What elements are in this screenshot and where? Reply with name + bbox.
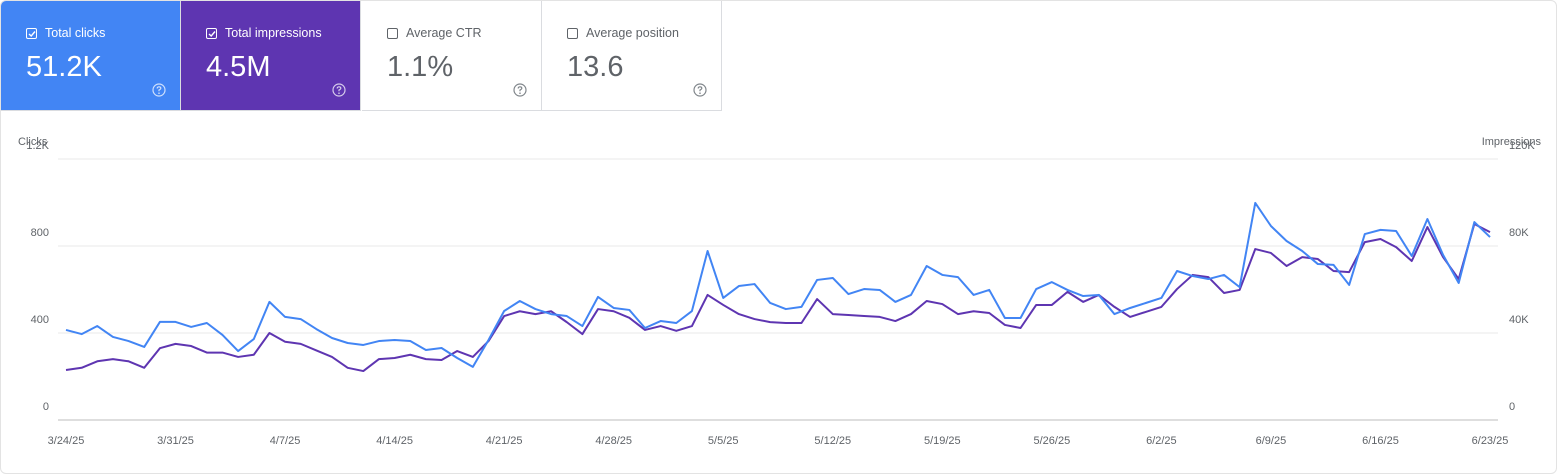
metric-card[interactable]: Average position 13.6 bbox=[542, 1, 722, 111]
checkbox[interactable] bbox=[387, 28, 398, 39]
check-mark bbox=[28, 30, 36, 37]
help-icon[interactable] bbox=[332, 83, 346, 97]
y-tick-label: 0 bbox=[43, 401, 49, 413]
metric-value: 51.2K bbox=[26, 51, 102, 83]
metric-card[interactable]: Total impressions 4.5M bbox=[181, 1, 361, 111]
x-tick-label: 3/31/25 bbox=[157, 435, 194, 447]
metric-value: 4.5M bbox=[206, 51, 271, 83]
metric-card[interactable]: Total clicks 51.2K bbox=[1, 1, 181, 111]
y-tick-label: 1.2K bbox=[26, 140, 49, 152]
y-tick-label: 400 bbox=[31, 314, 49, 326]
x-tick-label: 4/7/25 bbox=[270, 435, 301, 447]
y-axis-title: Clicks bbox=[18, 136, 48, 148]
help-icon[interactable] bbox=[152, 83, 166, 97]
y2-tick-label: 80K bbox=[1509, 227, 1529, 239]
check-mark bbox=[208, 30, 216, 37]
x-tick-label: 6/2/25 bbox=[1146, 435, 1177, 447]
metric-value: 1.1% bbox=[387, 51, 454, 83]
metric-label: Average CTR bbox=[406, 26, 482, 40]
series-line bbox=[65, 201, 1491, 368]
series-line bbox=[65, 223, 1491, 373]
help-icon[interactable] bbox=[513, 83, 527, 97]
metric-value: 13.6 bbox=[567, 51, 624, 83]
help-glyph bbox=[152, 83, 166, 97]
help-icon[interactable] bbox=[693, 83, 707, 97]
x-tick-label: 6/23/25 bbox=[1472, 435, 1509, 447]
y2-tick-label: 120K bbox=[1509, 140, 1535, 152]
help-glyph bbox=[693, 83, 707, 97]
y2-tick-label: 0 bbox=[1509, 401, 1515, 413]
checkbox[interactable] bbox=[567, 28, 578, 39]
x-tick-label: 3/24/25 bbox=[48, 435, 85, 447]
metric-label: Total impressions bbox=[225, 26, 322, 40]
x-tick-label: 4/21/25 bbox=[486, 435, 523, 447]
y2-tick-label: 40K bbox=[1509, 314, 1529, 326]
checkbox[interactable] bbox=[206, 28, 217, 39]
x-tick-label: 4/28/25 bbox=[595, 435, 632, 447]
x-tick-label: 6/9/25 bbox=[1256, 435, 1287, 447]
metric-label: Average position bbox=[586, 26, 679, 40]
y-tick-label: 800 bbox=[31, 227, 49, 239]
x-tick-label: 5/19/25 bbox=[924, 435, 961, 447]
x-tick-label: 5/12/25 bbox=[814, 435, 851, 447]
metric-card[interactable]: Average CTR 1.1% bbox=[362, 1, 542, 111]
x-tick-label: 5/5/25 bbox=[708, 435, 739, 447]
x-tick-label: 4/14/25 bbox=[376, 435, 413, 447]
x-tick-label: 5/26/25 bbox=[1033, 435, 1070, 447]
help-glyph bbox=[332, 83, 346, 97]
checkbox[interactable] bbox=[26, 28, 37, 39]
metric-label: Total clicks bbox=[45, 26, 106, 40]
x-tick-label: 6/16/25 bbox=[1362, 435, 1399, 447]
chart: Clicks Impressions 0 400 800 1.2K 0 40K 80K 120… bbox=[18, 136, 1542, 447]
y2-axis-title: Impressions bbox=[1482, 136, 1542, 148]
help-glyph bbox=[513, 83, 527, 97]
